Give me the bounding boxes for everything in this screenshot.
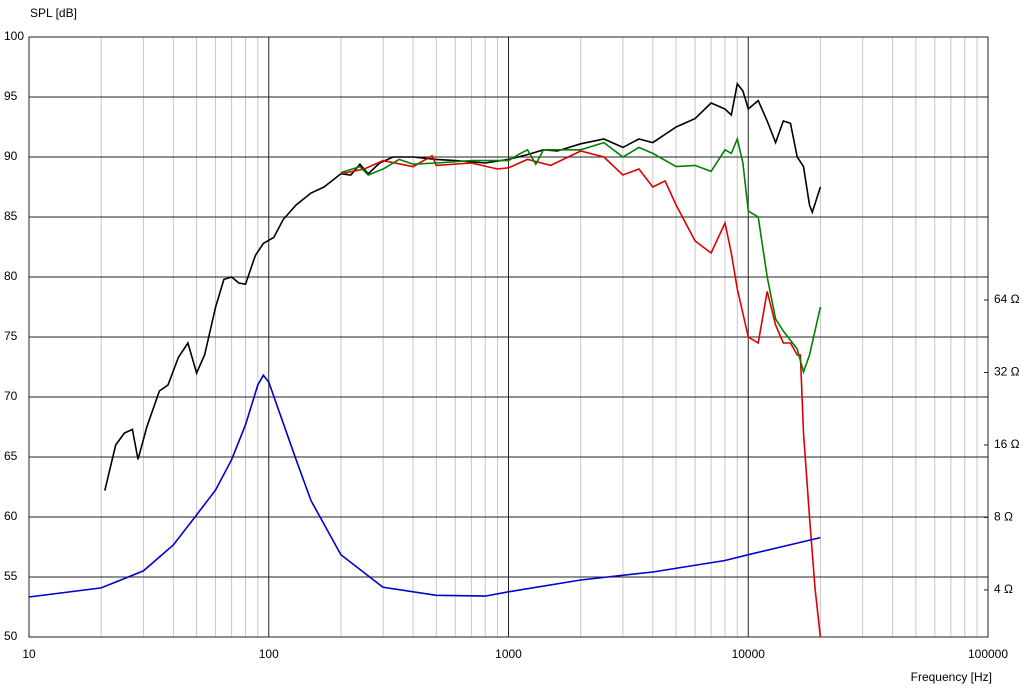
- y-tick-label: 60: [4, 509, 18, 523]
- x-axis-label: Frequency [Hz]: [911, 670, 992, 684]
- x-tick-label: 100000: [968, 647, 1008, 661]
- y2-tick-label: 32 Ω: [994, 365, 1020, 379]
- y-tick-label: 55: [4, 569, 18, 583]
- series-line: [340, 150, 822, 638]
- x-tick-label: 10: [22, 647, 36, 661]
- x-tick-label: 1000: [495, 647, 522, 661]
- y-tick-label: 95: [4, 89, 18, 103]
- y-axis-label: SPL [dB]: [30, 6, 77, 20]
- y-tick-label: 100: [4, 29, 24, 43]
- y-tick-label: 65: [4, 449, 18, 463]
- y-tick-label: 70: [4, 389, 18, 403]
- y2-tick-label: 16 Ω: [994, 437, 1020, 451]
- series-line: [28, 373, 821, 598]
- y-tick-label: 85: [4, 209, 18, 223]
- y2-tick-label: 4 Ω: [994, 582, 1013, 596]
- plot-frame: [28, 36, 989, 638]
- y-tick-label: 90: [4, 149, 18, 163]
- y-tick-label: 80: [4, 269, 18, 283]
- series-line: [340, 136, 822, 375]
- y-tick-label: 50: [4, 629, 18, 643]
- y2-tick-label: 64 Ω: [994, 292, 1020, 306]
- y2-tick-label: 8 Ω: [994, 510, 1013, 524]
- x-tick-label: 10000: [732, 647, 766, 661]
- y-tick-label: 75: [4, 329, 18, 343]
- x-tick-label: 100: [259, 647, 279, 661]
- series-line: [104, 81, 822, 491]
